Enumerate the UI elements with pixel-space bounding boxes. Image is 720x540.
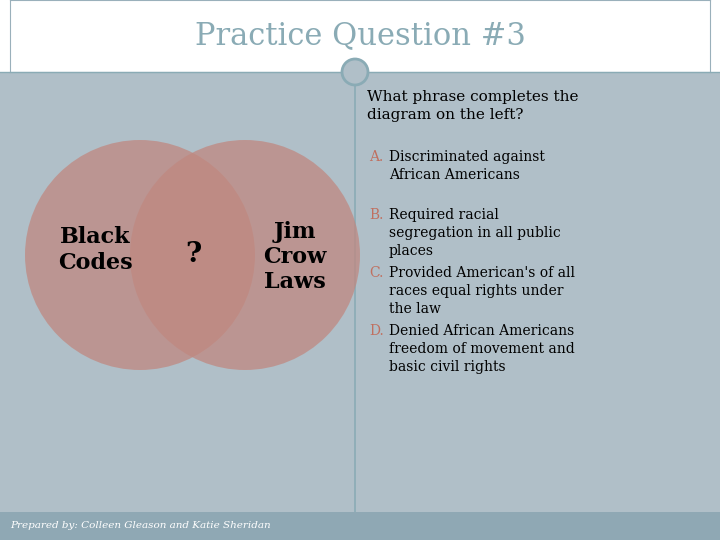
Text: Required racial
segregation in all public
places: Required racial segregation in all publi… [389,208,561,258]
Text: Jim
Crow
Laws: Jim Crow Laws [264,221,327,293]
Text: What phrase completes the
diagram on the left?: What phrase completes the diagram on the… [367,90,578,123]
Circle shape [342,59,368,85]
Bar [0,0,720,72]
Text: B.: B. [369,208,383,222]
Text: Provided American's of all
races equal rights under
the law: Provided American's of all races equal r… [389,266,575,316]
Text: ?: ? [185,241,201,268]
Text: D.: D. [369,324,384,338]
Text: Practice Question #3: Practice Question #3 [194,21,526,51]
Circle shape [25,140,255,370]
Text: Black
Codes: Black Codes [58,226,132,274]
Text: A.: A. [369,150,383,164]
Text: Discriminated against
African Americans: Discriminated against African Americans [389,150,545,182]
Text: Denied African Americans
freedom of movement and
basic civil rights: Denied African Americans freedom of move… [389,324,575,374]
Text: Prepared by: Colleen Gleason and Katie Sheridan: Prepared by: Colleen Gleason and Katie S… [10,522,271,530]
Text: C.: C. [369,266,383,280]
Circle shape [130,140,360,370]
Bar [0,512,720,540]
